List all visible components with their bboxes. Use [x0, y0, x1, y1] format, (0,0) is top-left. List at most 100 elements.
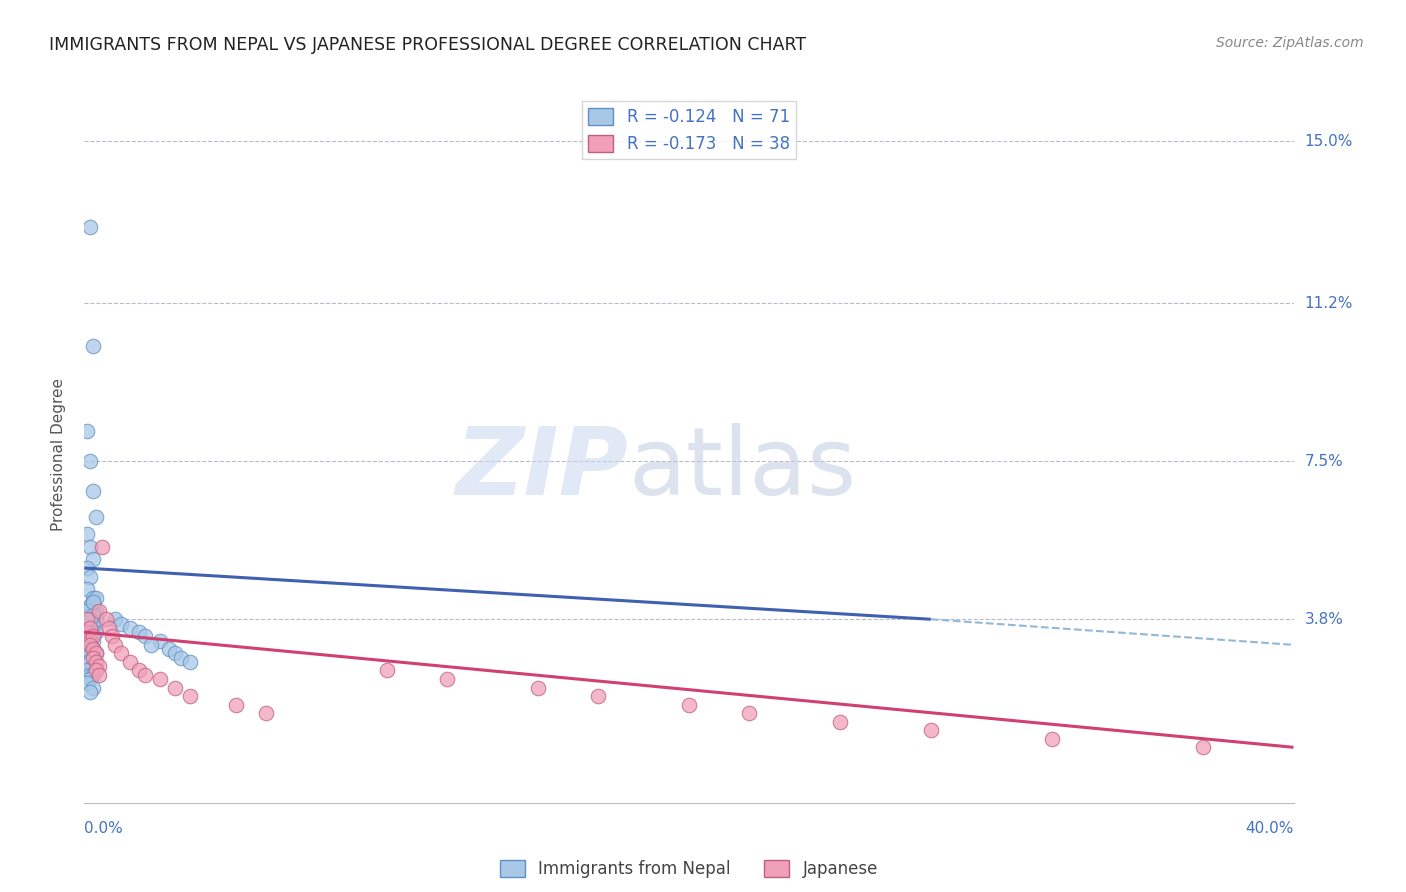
Point	[163, 647, 186, 661]
Point	[110, 647, 132, 661]
Point	[82, 642, 104, 657]
Point	[79, 621, 101, 635]
Point	[149, 633, 172, 648]
Point	[76, 625, 98, 640]
Text: 3.8%: 3.8%	[1305, 612, 1344, 627]
Point	[82, 607, 104, 622]
Point	[79, 621, 101, 635]
Point	[79, 672, 101, 686]
Point	[79, 599, 101, 614]
Y-axis label: Professional Degree: Professional Degree	[51, 378, 66, 532]
Point	[110, 616, 132, 631]
Point	[79, 607, 101, 622]
Point	[76, 621, 98, 635]
Point	[82, 642, 104, 657]
Point	[128, 664, 150, 678]
Point	[82, 616, 104, 631]
Point	[79, 655, 101, 669]
Point	[76, 638, 98, 652]
Point	[139, 638, 162, 652]
Text: 7.5%: 7.5%	[1305, 454, 1343, 469]
Point	[179, 689, 201, 703]
Point	[76, 629, 98, 643]
Text: IMMIGRANTS FROM NEPAL VS JAPANESE PROFESSIONAL DEGREE CORRELATION CHART: IMMIGRANTS FROM NEPAL VS JAPANESE PROFES…	[49, 36, 806, 54]
Point	[89, 659, 111, 673]
Point	[79, 642, 101, 657]
Point	[86, 625, 108, 640]
Point	[82, 595, 104, 609]
Point	[163, 681, 186, 695]
Text: Source: ZipAtlas.com: Source: ZipAtlas.com	[1216, 36, 1364, 50]
Point	[79, 612, 101, 626]
Point	[170, 650, 193, 665]
Point	[104, 638, 127, 652]
Point	[76, 612, 98, 626]
Point	[82, 591, 104, 605]
Point	[79, 621, 101, 635]
Point	[79, 607, 101, 622]
Point	[678, 698, 700, 712]
Point	[76, 604, 98, 618]
Point	[82, 621, 104, 635]
Point	[82, 612, 104, 626]
Point	[82, 629, 104, 643]
Point	[254, 706, 277, 721]
Point	[82, 667, 104, 681]
Point	[118, 655, 141, 669]
Point	[89, 667, 111, 681]
Point	[82, 650, 104, 665]
Text: 15.0%: 15.0%	[1305, 134, 1353, 149]
Point	[76, 604, 98, 618]
Legend: Immigrants from Nepal, Japanese: Immigrants from Nepal, Japanese	[494, 854, 884, 885]
Point	[94, 612, 117, 626]
Text: 0.0%: 0.0%	[84, 822, 124, 837]
Point	[79, 629, 101, 643]
Text: ZIP: ZIP	[456, 423, 628, 515]
Point	[86, 604, 108, 618]
Point	[79, 667, 101, 681]
Point	[830, 714, 852, 729]
Point	[86, 591, 108, 605]
Point	[1040, 731, 1063, 746]
Point	[79, 540, 101, 554]
Point	[118, 621, 141, 635]
Point	[76, 676, 98, 690]
Point	[86, 612, 108, 626]
Point	[79, 569, 101, 583]
Point	[588, 689, 610, 703]
Point	[76, 612, 98, 626]
Point	[82, 625, 104, 640]
Point	[76, 664, 98, 678]
Point	[920, 723, 942, 738]
Text: 40.0%: 40.0%	[1246, 822, 1294, 837]
Point	[76, 625, 98, 640]
Point	[82, 681, 104, 695]
Point	[436, 672, 458, 686]
Point	[79, 633, 101, 648]
Point	[76, 655, 98, 669]
Point	[104, 612, 127, 626]
Point	[128, 625, 150, 640]
Point	[86, 647, 108, 661]
Point	[526, 681, 548, 695]
Point	[82, 595, 104, 609]
Point	[76, 612, 98, 626]
Point	[82, 604, 104, 618]
Point	[79, 219, 101, 234]
Point	[82, 339, 104, 353]
Point	[375, 664, 398, 678]
Point	[149, 672, 172, 686]
Point	[79, 629, 101, 643]
Point	[76, 527, 98, 541]
Point	[79, 685, 101, 699]
Point	[100, 629, 122, 643]
Point	[134, 667, 156, 681]
Point	[1191, 740, 1213, 755]
Point	[91, 540, 114, 554]
Point	[86, 509, 108, 524]
Text: atlas: atlas	[628, 423, 856, 515]
Point	[225, 698, 247, 712]
Point	[79, 616, 101, 631]
Point	[82, 484, 104, 499]
Point	[86, 655, 108, 669]
